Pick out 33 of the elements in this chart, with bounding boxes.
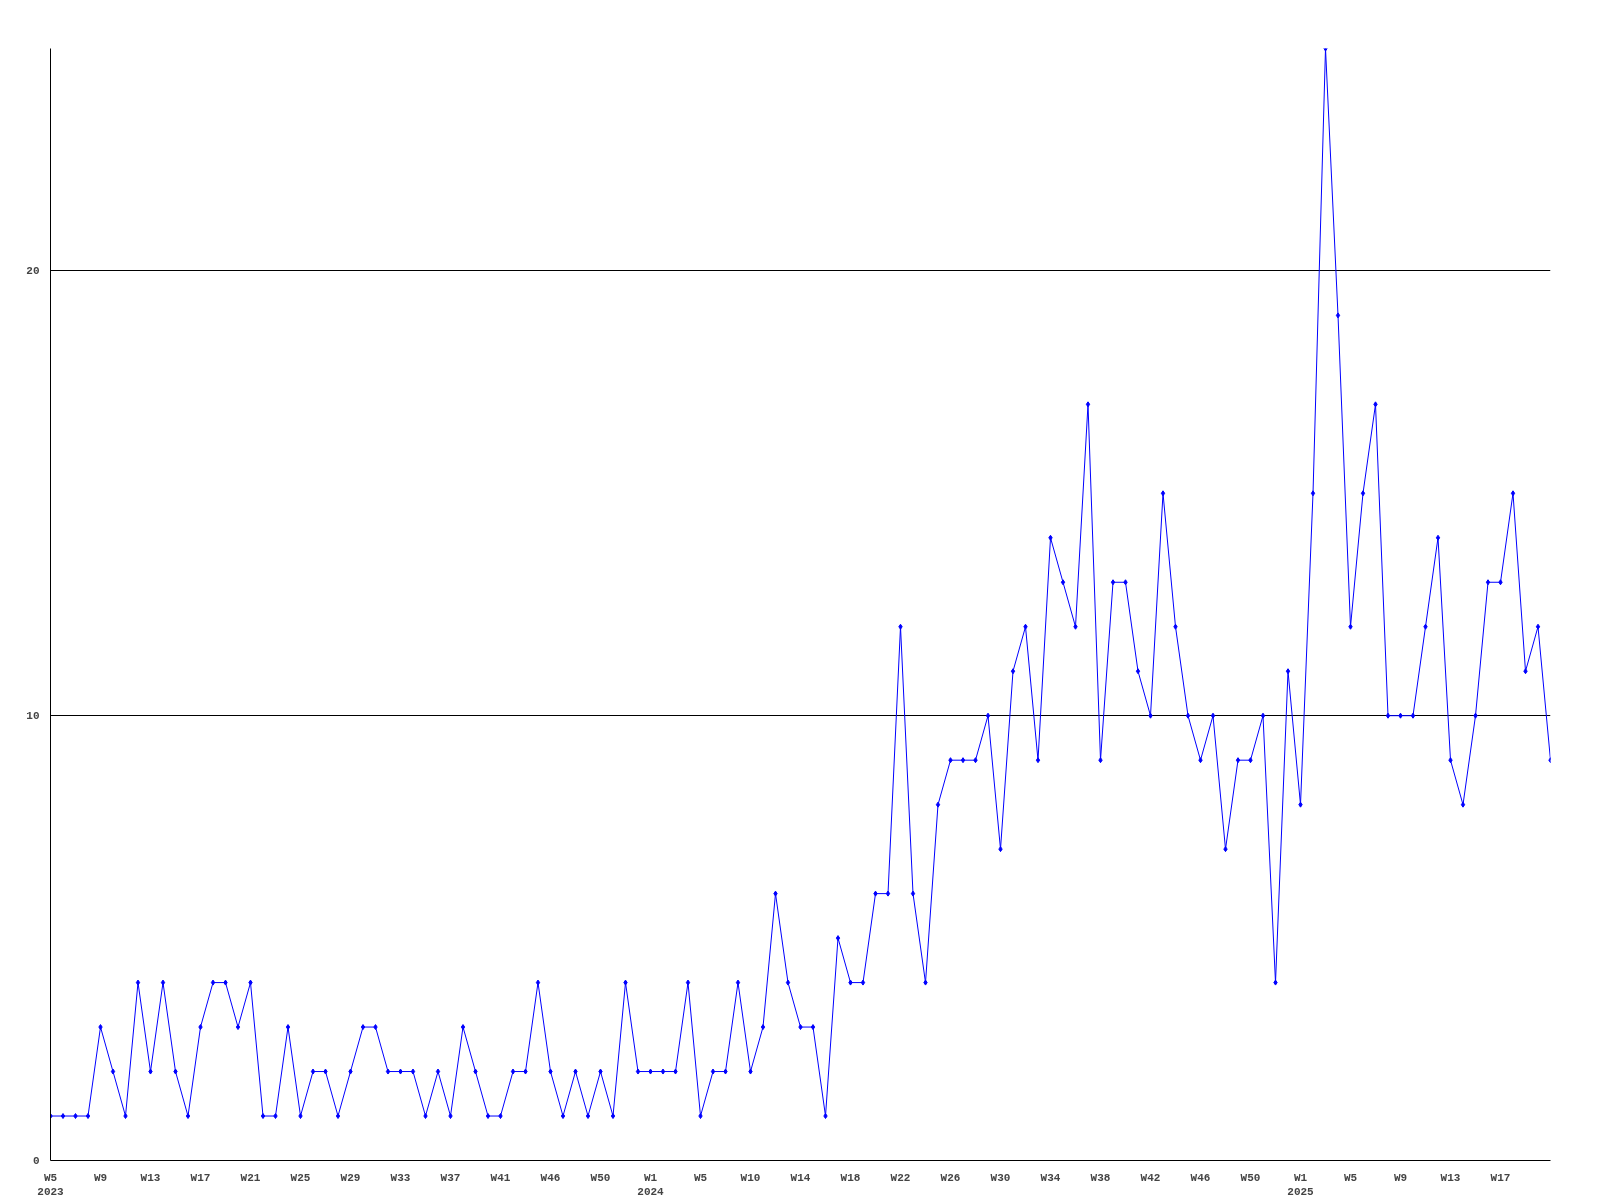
- x-tick-label: W5 2023: [37, 1171, 65, 1198]
- x-tick-label: W5: [1343, 1171, 1358, 1184]
- x-tick-label: W1 2024: [637, 1171, 665, 1198]
- x-tick-label: W38: [1090, 1171, 1111, 1184]
- x-tick-label: W17: [190, 1171, 211, 1184]
- x-tick-label: W9: [93, 1171, 108, 1184]
- x-tick-label: W37: [440, 1171, 461, 1184]
- x-tick-label: W42: [1140, 1171, 1161, 1184]
- x-tick-label: W10: [740, 1171, 761, 1184]
- x-tick-label: W41: [490, 1171, 511, 1184]
- x-tick-label: W13: [1440, 1171, 1461, 1184]
- x-tick-label: W46: [540, 1171, 561, 1184]
- x-tick-label: W21: [240, 1171, 261, 1184]
- x-tick-label: W18: [840, 1171, 861, 1184]
- x-tick-label: W25: [290, 1171, 311, 1184]
- x-tick-label: W34: [1040, 1171, 1061, 1184]
- x-tick-label: W33: [390, 1171, 411, 1184]
- x-tick-label: W50: [1240, 1171, 1261, 1184]
- y-tick-label: 20: [26, 265, 40, 278]
- x-tick-label: W9: [1393, 1171, 1408, 1184]
- x-tick-label: W22: [890, 1171, 911, 1184]
- x-tick-label: W17: [1490, 1171, 1511, 1184]
- x-tick-label: W13: [140, 1171, 161, 1184]
- x-tick-label: W29: [340, 1171, 361, 1184]
- x-tick-label: W46: [1190, 1171, 1211, 1184]
- y-tick-label: 0: [32, 1155, 40, 1167]
- x-tick-label: W1 2025: [1287, 1171, 1315, 1198]
- x-tick-label: W5: [693, 1171, 708, 1184]
- x-tick-label: W30: [990, 1171, 1011, 1184]
- x-tick-label: W14: [790, 1171, 811, 1184]
- y-tick-label: 10: [26, 710, 40, 723]
- x-tick-label: W50: [590, 1171, 611, 1184]
- x-tick-label: W26: [940, 1171, 961, 1184]
